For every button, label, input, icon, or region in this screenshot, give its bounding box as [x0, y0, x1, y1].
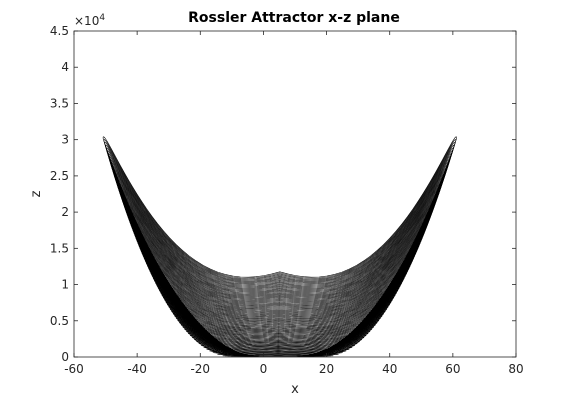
x-tick-label: 60 [445, 362, 460, 376]
y-exponent-base: ×10 [74, 14, 99, 28]
axes-box [73, 30, 517, 358]
x-tick-label: -60 [64, 362, 84, 376]
y-tick-label: 0 [61, 350, 69, 364]
x-tick-label: -20 [190, 362, 210, 376]
trajectory-loop [102, 136, 457, 357]
y-tick-label: 2 [61, 205, 69, 219]
y-axis-label: z [29, 190, 44, 197]
y-tick-label: 3 [61, 133, 69, 147]
y-tick-label: 3.5 [50, 96, 69, 110]
x-tick-label: -40 [127, 362, 147, 376]
x-tick-label: 20 [319, 362, 334, 376]
y-tick-label: 0.5 [50, 314, 69, 328]
y-tick-label: 4 [61, 60, 69, 74]
x-tick-label: 40 [382, 362, 397, 376]
x-axis-ticks: -60 -40 -20 0 20 40 60 80 [64, 31, 524, 376]
y-tick-label: 1 [61, 278, 69, 292]
y-tick-label: 1.5 [50, 241, 69, 255]
y-axis-ticks: 0 0.5 1 1.5 2 2.5 3 3.5 4 4.5 [50, 24, 516, 364]
y-exponent-power: 4 [99, 13, 105, 23]
y-tick-label: 2.5 [50, 169, 69, 183]
y-tick-label: 4.5 [50, 24, 69, 38]
plot-area [102, 136, 457, 357]
chart-title: Rossler Attractor x-z plane [188, 10, 400, 26]
x-axis-label: x [291, 382, 299, 397]
attractor-trajectory [102, 136, 457, 357]
x-tick-label: 80 [508, 362, 523, 376]
x-tick-label: 0 [260, 362, 268, 376]
y-exponent-label: ×104 [74, 13, 105, 28]
